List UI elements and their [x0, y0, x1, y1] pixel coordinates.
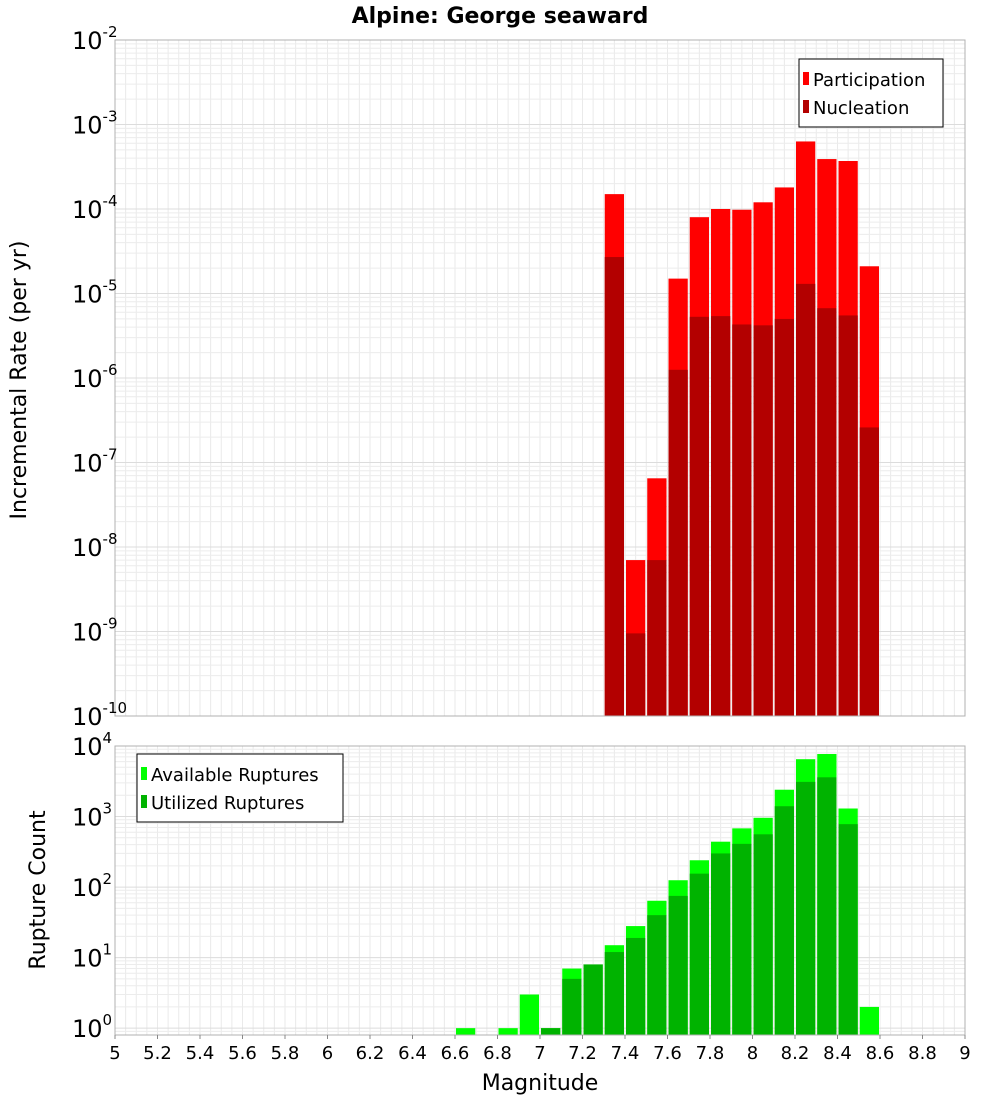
bottom-legend-label: Available Ruptures [151, 765, 319, 786]
bottom-y-tick-label: 101 [72, 941, 112, 973]
top-y-tick-label: 10-9 [72, 615, 118, 647]
top-y-tick-labels: 10-10 10-9 10-8 10-7 10-6 10-5 10-4 10-3 10-2 [72, 23, 127, 731]
bottom-series-2 [541, 777, 858, 1035]
x-tick-label: 8.2 [781, 1043, 810, 1064]
bottom-bar [668, 895, 688, 1035]
top-legend-label: Participation [813, 70, 925, 91]
top-bar [647, 560, 667, 716]
top-legend-box [798, 58, 944, 128]
x-tick-label: 6.4 [398, 1043, 427, 1064]
top-bar [796, 283, 816, 716]
top-bar [838, 315, 858, 716]
x-tick-label: 6.2 [356, 1043, 385, 1064]
top-y-tick-label: 10-7 [72, 446, 118, 478]
top-legend: Participation Nucleation [798, 58, 944, 128]
x-tick-label: 6 [322, 1043, 333, 1064]
top-y-tick-label: 10-6 [72, 361, 118, 393]
x-tick-label: 9 [959, 1043, 970, 1064]
top-legend-swatch [803, 72, 809, 85]
bottom-bar [562, 978, 582, 1035]
x-tick-label: 7.4 [611, 1043, 640, 1064]
bottom-y-tick-label: 102 [72, 870, 112, 902]
x-tick-label: 7.2 [568, 1043, 597, 1064]
top-bar [689, 316, 709, 716]
top-y-tick-label: 10-2 [72, 23, 118, 55]
x-tick-label: 8.6 [866, 1043, 895, 1064]
bottom-bar [626, 937, 646, 1035]
top-bar [732, 324, 752, 716]
top-y-tick-label: 10-3 [72, 108, 118, 140]
top-bar [668, 369, 688, 716]
bottom-legend-swatch [141, 767, 147, 780]
x-tick-label: 8.4 [823, 1043, 852, 1064]
bottom-legend-box [136, 753, 344, 823]
bottom-legend-swatch [141, 795, 147, 808]
bottom-bar [753, 834, 773, 1035]
top-y-tick-label: 10-10 [72, 699, 127, 731]
bottom-y-tick-label: 103 [72, 800, 112, 832]
top-bar [774, 318, 794, 716]
bottom-bar [604, 952, 624, 1035]
top-legend-label: Nucleation [813, 98, 909, 119]
top-series-2 [604, 257, 879, 716]
bottom-legend: Available Ruptures Utilized Ruptures [136, 753, 344, 823]
bottom-bar [647, 915, 667, 1035]
top-bar [817, 308, 837, 716]
top-y-tick-label: 10-5 [72, 277, 118, 309]
bottom-bar [732, 843, 752, 1035]
top-y-axis-label: Incremental Rate (per yr) [7, 241, 32, 520]
top-bar [626, 633, 646, 716]
bottom-bar [817, 777, 837, 1035]
bottom-bar [498, 1028, 518, 1035]
top-bar [711, 316, 731, 716]
x-tick-label: 6.8 [483, 1043, 512, 1064]
x-axis-label: Magnitude [482, 1071, 599, 1096]
bottom-bar [838, 824, 858, 1035]
top-bar [753, 325, 773, 716]
top-plot-frame [114, 39, 966, 717]
bottom-bar [541, 1028, 561, 1035]
x-tick-label: 7 [534, 1043, 545, 1064]
bottom-bar [583, 964, 603, 1035]
bottom-y-axis-label: Rupture Count [26, 810, 51, 970]
bottom-bar [859, 1006, 879, 1035]
x-tick-label: 7.6 [653, 1043, 682, 1064]
top-grid [114, 40, 966, 717]
x-tick-label: 5 [109, 1043, 120, 1064]
bottom-plot-area: 100 101 102 103 104 Available Ruptures Utilize… [72, 729, 971, 1064]
bottom-bar [774, 806, 794, 1035]
x-tick-label: 6.6 [441, 1043, 470, 1064]
chart-title: Alpine: George seaward [352, 4, 649, 29]
bottom-bar [711, 853, 731, 1035]
x-tick-label: 8 [747, 1043, 758, 1064]
x-tick-label: 5.8 [271, 1043, 300, 1064]
x-tick-label: 8.8 [908, 1043, 937, 1064]
bottom-bar [519, 994, 539, 1035]
x-tick-labels: 5 5.2 5.4 5.6 5.8 6 6.2 6.4 6.6 6.8 7 7.2 7.4 7.6 7.8 8… [109, 1035, 971, 1064]
x-tick-label: 5.2 [143, 1043, 172, 1064]
top-plot-area: 10-10 10-9 10-8 10-7 10-6 10-5 10-4 10-3 10-2 Par… [72, 23, 966, 731]
x-tick-label: 7.8 [696, 1043, 725, 1064]
bottom-y-tick-label: 100 [72, 1011, 112, 1043]
x-tick-label: 5.4 [186, 1043, 215, 1064]
bottom-legend-label: Utilized Ruptures [151, 793, 304, 814]
top-y-tick-label: 10-8 [72, 530, 118, 562]
bottom-y-tick-labels: 100 101 102 103 104 [72, 729, 112, 1043]
bottom-bar [689, 873, 709, 1035]
top-bar [859, 427, 879, 716]
top-legend-swatch [803, 100, 809, 113]
bottom-bar [456, 1028, 476, 1035]
x-tick-label: 5.6 [228, 1043, 257, 1064]
bottom-y-tick-label: 104 [72, 729, 112, 761]
top-y-tick-label: 10-4 [72, 192, 118, 224]
bottom-bar [796, 781, 816, 1035]
top-bar [604, 257, 624, 716]
